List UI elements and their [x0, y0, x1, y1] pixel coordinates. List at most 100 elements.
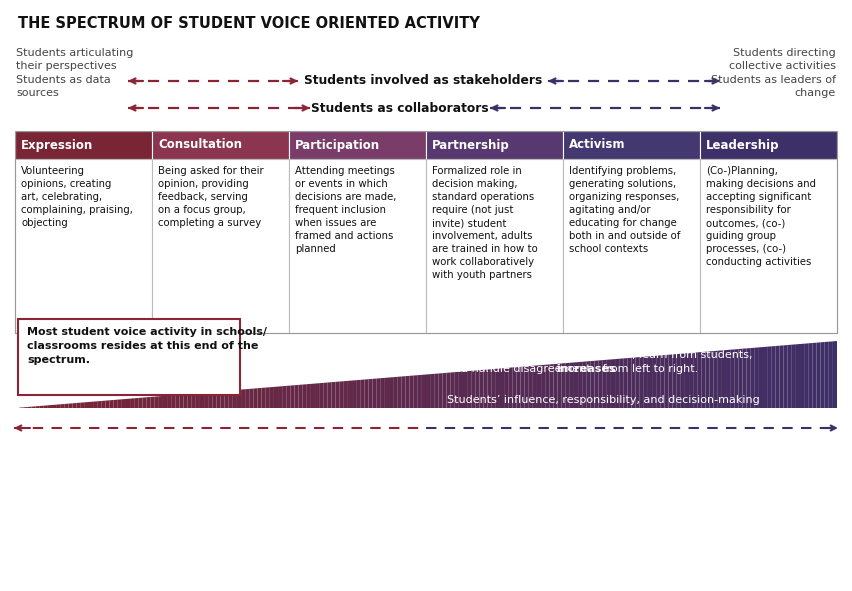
- Polygon shape: [784, 345, 788, 408]
- Polygon shape: [529, 366, 532, 408]
- Polygon shape: [221, 391, 225, 408]
- Bar: [700, 159, 837, 333]
- Polygon shape: [438, 373, 442, 408]
- Polygon shape: [607, 359, 611, 408]
- Polygon shape: [298, 385, 302, 408]
- Polygon shape: [295, 385, 298, 408]
- Text: Students articulating
their perspectives: Students articulating their perspectives: [16, 48, 134, 71]
- Text: Students’ influence, responsibility, and decision-making: Students’ influence, responsibility, and…: [447, 395, 760, 405]
- Polygon shape: [636, 357, 640, 408]
- Polygon shape: [492, 369, 496, 408]
- Polygon shape: [599, 360, 602, 408]
- Polygon shape: [192, 393, 196, 408]
- Polygon shape: [208, 392, 212, 408]
- Polygon shape: [804, 343, 809, 408]
- Polygon shape: [582, 362, 586, 408]
- Polygon shape: [619, 358, 624, 408]
- Polygon shape: [496, 368, 500, 408]
- Polygon shape: [615, 359, 619, 408]
- Polygon shape: [775, 346, 780, 408]
- Polygon shape: [829, 342, 833, 408]
- Bar: [289, 131, 426, 159]
- Polygon shape: [245, 389, 250, 408]
- Polygon shape: [611, 359, 615, 408]
- Polygon shape: [171, 395, 176, 408]
- Text: Activism: Activism: [569, 138, 625, 151]
- Polygon shape: [714, 350, 717, 408]
- Polygon shape: [48, 405, 52, 408]
- Polygon shape: [393, 377, 397, 408]
- Polygon shape: [627, 358, 631, 408]
- Polygon shape: [417, 375, 422, 408]
- Polygon shape: [701, 352, 705, 408]
- Polygon shape: [566, 363, 570, 408]
- Polygon shape: [771, 346, 775, 408]
- Polygon shape: [323, 382, 327, 408]
- Polygon shape: [368, 379, 372, 408]
- Bar: [563, 131, 700, 159]
- Polygon shape: [397, 376, 401, 408]
- Polygon shape: [746, 348, 751, 408]
- Text: Participation: Participation: [295, 138, 380, 151]
- Bar: [15, 131, 152, 159]
- Polygon shape: [372, 378, 377, 408]
- Polygon shape: [64, 404, 68, 408]
- Polygon shape: [656, 355, 660, 408]
- Polygon shape: [480, 370, 484, 408]
- Polygon shape: [266, 387, 270, 408]
- Polygon shape: [816, 342, 820, 408]
- Polygon shape: [521, 366, 525, 408]
- Polygon shape: [446, 372, 451, 408]
- Polygon shape: [685, 353, 689, 408]
- Polygon shape: [302, 384, 307, 408]
- Polygon shape: [60, 404, 64, 408]
- Polygon shape: [742, 348, 746, 408]
- Polygon shape: [467, 371, 471, 408]
- Polygon shape: [270, 387, 274, 408]
- Polygon shape: [352, 380, 356, 408]
- Polygon shape: [406, 376, 410, 408]
- Polygon shape: [487, 369, 492, 408]
- Polygon shape: [705, 352, 710, 408]
- Polygon shape: [730, 349, 734, 408]
- Polygon shape: [640, 357, 644, 408]
- Polygon shape: [442, 373, 446, 408]
- Polygon shape: [697, 352, 701, 408]
- Bar: [15, 131, 837, 333]
- Polygon shape: [89, 402, 93, 408]
- Polygon shape: [717, 350, 722, 408]
- Polygon shape: [68, 403, 72, 408]
- Text: Identifying problems,
generating solutions,
organizing responses,
agitating and/: Identifying problems, generating solutio…: [569, 166, 681, 254]
- Polygon shape: [365, 379, 368, 408]
- Polygon shape: [578, 362, 582, 408]
- Polygon shape: [780, 345, 784, 408]
- Polygon shape: [331, 382, 336, 408]
- Polygon shape: [158, 396, 163, 408]
- Polygon shape: [739, 349, 742, 408]
- Polygon shape: [631, 358, 636, 408]
- Text: Students directing
collective activities: Students directing collective activities: [729, 48, 836, 71]
- Polygon shape: [130, 398, 135, 408]
- Polygon shape: [72, 403, 77, 408]
- Polygon shape: [825, 342, 829, 408]
- Polygon shape: [183, 394, 187, 408]
- Polygon shape: [40, 405, 43, 408]
- Polygon shape: [734, 349, 739, 408]
- Polygon shape: [97, 401, 101, 408]
- Text: The need for adults to share authority, demonstrate: The need for adults to share authority, …: [447, 336, 738, 346]
- Polygon shape: [665, 355, 669, 408]
- Polygon shape: [710, 351, 714, 408]
- Polygon shape: [660, 355, 665, 408]
- Polygon shape: [253, 388, 257, 408]
- Polygon shape: [512, 367, 516, 408]
- Text: from left to right.: from left to right.: [513, 409, 612, 419]
- Bar: [289, 159, 426, 333]
- Polygon shape: [77, 402, 81, 408]
- Polygon shape: [800, 344, 804, 408]
- Polygon shape: [315, 383, 320, 408]
- Polygon shape: [389, 377, 393, 408]
- Polygon shape: [85, 402, 89, 408]
- Polygon shape: [648, 356, 652, 408]
- Polygon shape: [788, 345, 792, 408]
- Text: Formalized role in
decision making,
standard operations
require (not just
invite: Formalized role in decision making, stan…: [432, 166, 538, 280]
